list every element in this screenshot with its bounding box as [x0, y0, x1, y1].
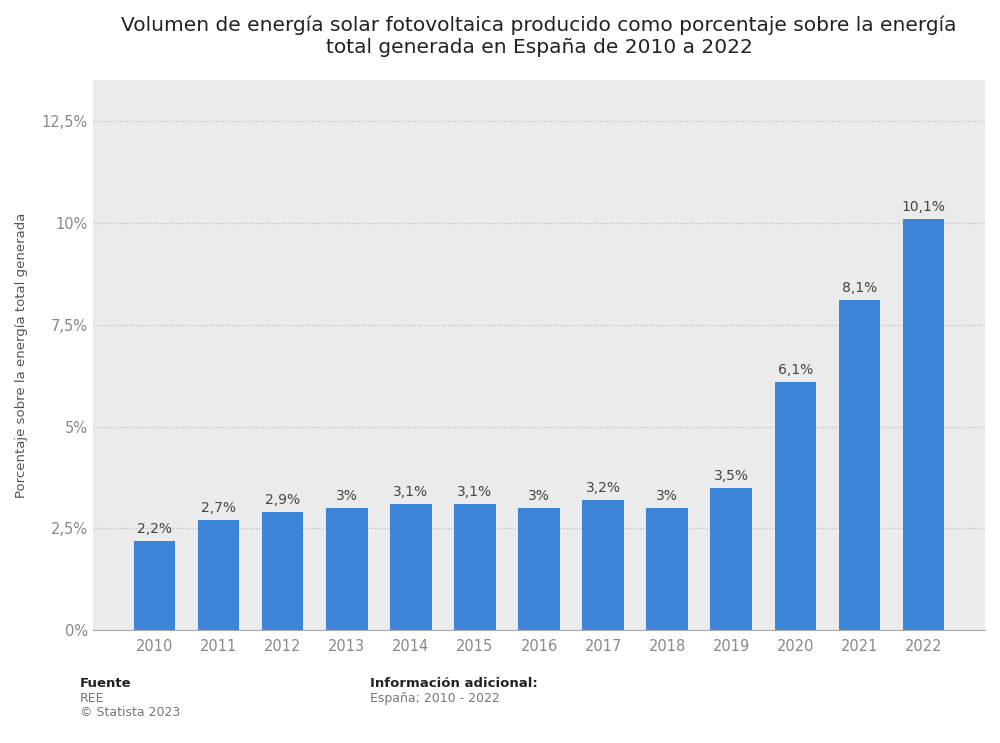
Bar [390, 504, 432, 630]
Bar [646, 508, 688, 630]
Text: © Statista 2023: © Statista 2023 [80, 706, 180, 718]
Text: 3%: 3% [528, 489, 550, 503]
Y-axis label: Porcentaje sobre la energía total generada: Porcentaje sobre la energía total genera… [15, 212, 28, 498]
Title: Volumen de energía solar fotovoltaica producido como porcentaje sobre la energía: Volumen de energía solar fotovoltaica pr… [121, 15, 957, 56]
Text: REE: REE [80, 692, 104, 705]
Bar [710, 487, 752, 630]
Bar [262, 512, 303, 630]
Text: 10,1%: 10,1% [902, 200, 946, 214]
Text: España; 2010 - 2022: España; 2010 - 2022 [370, 692, 500, 705]
Bar [326, 508, 368, 630]
Text: 8,1%: 8,1% [842, 282, 877, 296]
Text: 2,9%: 2,9% [265, 493, 300, 507]
Bar [518, 508, 560, 630]
Bar [775, 382, 816, 630]
Text: 3,1%: 3,1% [457, 485, 492, 499]
Bar [198, 520, 239, 630]
Text: 3,5%: 3,5% [714, 469, 749, 483]
Text: 3,2%: 3,2% [586, 481, 621, 495]
Text: 6,1%: 6,1% [778, 363, 813, 377]
Bar [454, 504, 496, 630]
Text: Fuente: Fuente [80, 678, 132, 690]
Text: 2,7%: 2,7% [201, 502, 236, 516]
Text: 2,2%: 2,2% [137, 522, 172, 536]
Bar [582, 500, 624, 630]
Text: Información adicional:: Información adicional: [370, 678, 538, 690]
Text: 3%: 3% [656, 489, 678, 503]
Bar [903, 219, 944, 630]
Bar [839, 300, 880, 630]
Text: 3,1%: 3,1% [393, 485, 428, 499]
Bar [134, 541, 175, 630]
Text: 3%: 3% [336, 489, 358, 503]
